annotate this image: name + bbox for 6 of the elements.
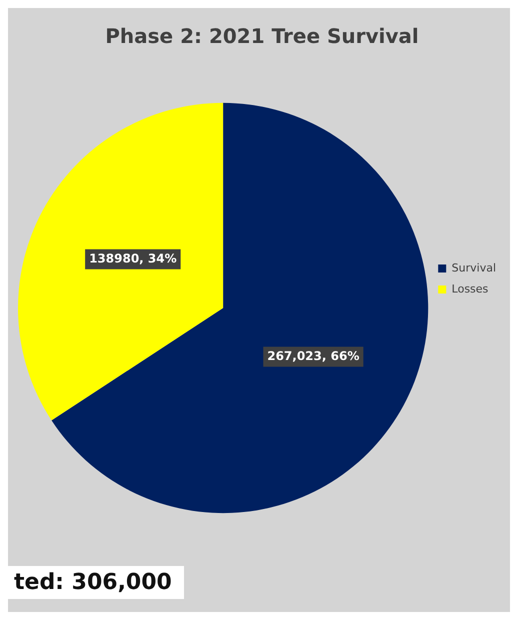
data-label: 267,023, 66% — [267, 348, 360, 363]
legend-label: Survival — [452, 261, 496, 274]
legend-label: Losses — [452, 282, 489, 296]
text: ted: 306,000 — [8, 566, 184, 599]
data-label: 138980, 34% — [89, 251, 177, 266]
chart-title: Phase 2: 2021 Tree Survival — [105, 24, 419, 48]
